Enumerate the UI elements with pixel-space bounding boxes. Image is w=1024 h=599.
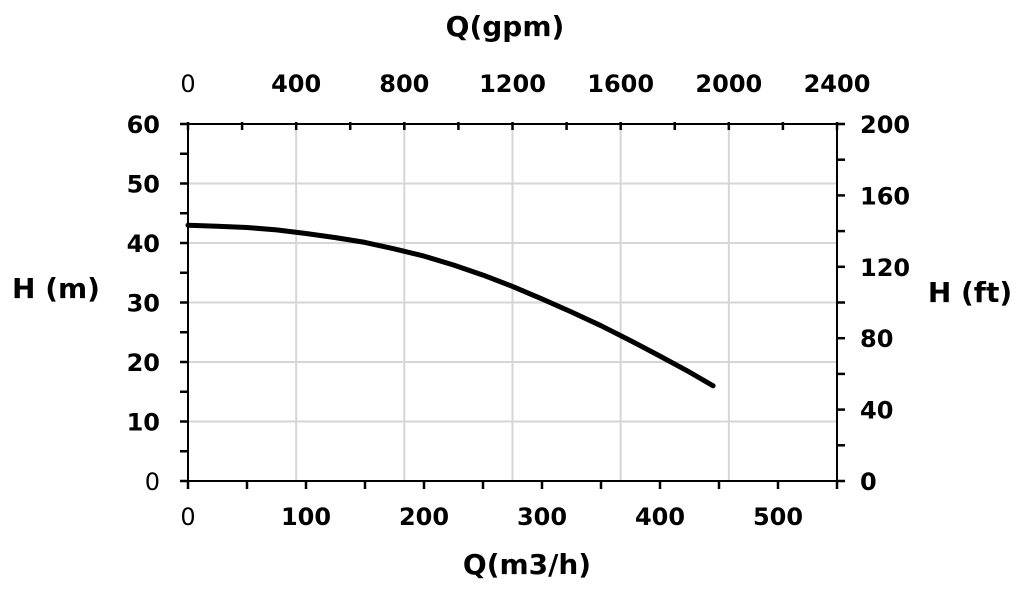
y-right-tick-label: 0 xyxy=(860,468,877,496)
y-left-tick-label: 50 xyxy=(127,171,160,199)
y-right-axis-title: H (ft) xyxy=(928,276,1012,309)
y-right-tick-label: 120 xyxy=(860,254,910,282)
x-top-axis-title: Q(gpm) xyxy=(446,10,565,43)
y-right-tick-label: 80 xyxy=(860,325,893,353)
grid xyxy=(188,124,837,481)
x-bottom-tick-label: 500 xyxy=(753,503,803,531)
x-top-tick-label: 2400 xyxy=(804,70,871,98)
x-bottom-tick-label: 200 xyxy=(399,503,449,531)
tick-marks xyxy=(180,122,845,489)
y-left-tick-label: 30 xyxy=(127,290,160,318)
x-top-tick-label: 2000 xyxy=(695,70,762,98)
y-right-tick-label: 160 xyxy=(860,182,910,210)
series xyxy=(185,222,716,389)
x-top-tick-label: 1600 xyxy=(587,70,654,98)
y-left-tick-label: 20 xyxy=(127,349,160,377)
x-top-tick-label: 800 xyxy=(379,70,429,98)
y-right-tick-label: 40 xyxy=(860,397,893,425)
y-left-axis-title: H (m) xyxy=(12,272,100,305)
x-bottom-tick-label: 0 xyxy=(180,503,195,531)
y-left-tick-label: 60 xyxy=(127,111,160,139)
x-top-tick-label: 0 xyxy=(180,70,195,98)
y-left-tick-label: 0 xyxy=(145,468,160,496)
y-right-tick-label: 200 xyxy=(860,111,910,139)
x-top-tick-label: 1200 xyxy=(479,70,546,98)
x-bottom-tick-label: 300 xyxy=(517,503,567,531)
x-bottom-tick-label: 400 xyxy=(635,503,685,531)
x-bottom-tick-label: 100 xyxy=(281,503,331,531)
x-top-tick-label: 400 xyxy=(271,70,321,98)
y-left-tick-label: 40 xyxy=(127,230,160,258)
x-bottom-axis-title: Q(m3/h) xyxy=(463,548,591,581)
y-left-tick-label: 10 xyxy=(127,409,160,437)
